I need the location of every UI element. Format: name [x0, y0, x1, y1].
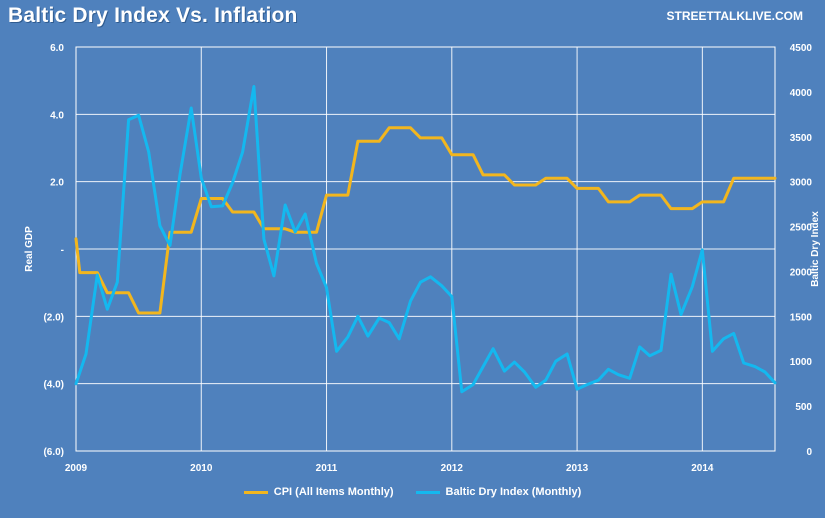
- y-right-tick-label: 1000: [790, 357, 813, 368]
- x-tick-label: 2013: [566, 463, 589, 474]
- chart-title: Baltic Dry Index Vs. Inflation: [8, 4, 298, 27]
- legend-swatch-cpi: [243, 490, 268, 494]
- y-right-tick-label: 4500: [790, 43, 813, 54]
- y-right-tick-label: 2000: [790, 267, 813, 278]
- series-layer: [74, 85, 777, 394]
- legend-label-bdi: Baltic Dry Index (Monthly): [445, 486, 582, 498]
- axis-layer: 6.0 4.0 2.0 - (2.0) (4.0) (6.0)2009 2010 2011 201…: [24, 43, 821, 474]
- y-left-tick-label: 4.0: [50, 110, 64, 121]
- y-right-tick-label: 500: [795, 402, 812, 413]
- legend: CPI (All Items Monthly) Baltic Dry Index…: [0, 486, 825, 498]
- x-tick-label: 2009: [65, 463, 88, 474]
- legend-item-cpi: CPI (All Items Monthly): [243, 486, 394, 498]
- y-right-tick-label: 0: [806, 447, 812, 458]
- bdi-series-line: [74, 85, 777, 394]
- y-right-tick-label: 3000: [790, 178, 813, 189]
- y-left-tick-label: -: [61, 245, 64, 256]
- legend-item-bdi: Baltic Dry Index (Monthly): [415, 486, 582, 498]
- legend-label-cpi: CPI (All Items Monthly): [273, 486, 394, 498]
- cpi-series-line: [74, 126, 777, 315]
- y-left-tick-label: (4.0): [43, 380, 64, 391]
- y-right-tick-label: 3500: [790, 133, 813, 144]
- y-left-axis-title: Real GDP: [24, 226, 35, 272]
- y-left-tick-label: (2.0): [43, 312, 64, 323]
- y-right-tick-label: 4000: [790, 88, 813, 99]
- y-right-tick-label: 2500: [790, 223, 813, 234]
- grid-layer: [75, 46, 776, 452]
- x-tick-label: 2012: [441, 463, 464, 474]
- brand-label: STREETTALKLIVE.COM: [666, 9, 803, 23]
- y-right-axis-title: Baltic Dry Index: [810, 211, 821, 287]
- legend-swatch-bdi: [415, 490, 440, 494]
- y-left-tick-label: 2.0: [50, 178, 64, 189]
- x-tick-label: 2010: [190, 463, 213, 474]
- y-left-tick-label: 6.0: [50, 43, 64, 54]
- y-left-tick-label: (6.0): [43, 447, 64, 458]
- x-tick-label: 2011: [316, 463, 338, 474]
- x-tick-label: 2014: [691, 463, 714, 474]
- y-right-tick-label: 1500: [790, 312, 813, 323]
